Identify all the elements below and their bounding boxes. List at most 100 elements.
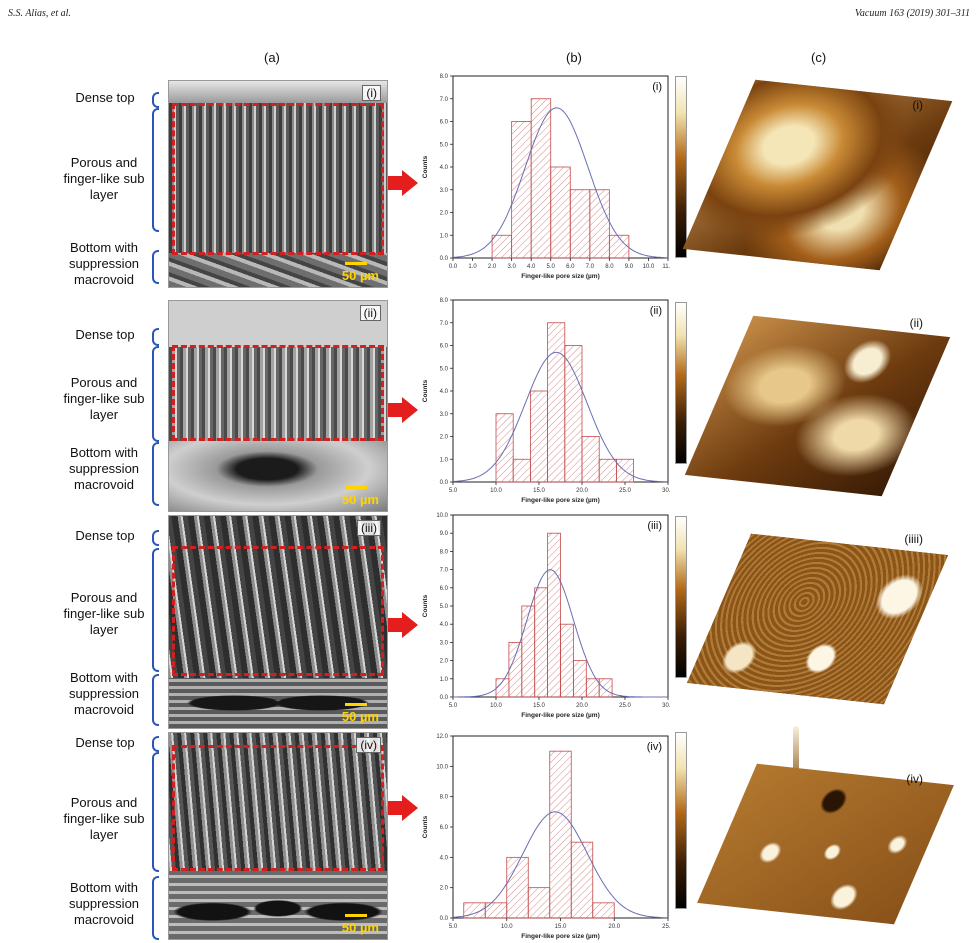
y-tick-label: 3.0 <box>440 640 449 646</box>
gaussian-fit-line <box>452 811 669 919</box>
panel-label: (i) <box>652 81 662 93</box>
histogram-bar <box>506 856 529 919</box>
x-tick-label: 6.0 <box>566 264 575 270</box>
scale-bar-line <box>345 703 367 706</box>
label-dense-top: Dense top <box>75 735 135 750</box>
panel-label: (i) <box>912 98 923 112</box>
histogram-bar <box>549 750 572 919</box>
x-tick-label: 30.0 <box>662 703 670 709</box>
brace <box>152 92 159 108</box>
y-tick-label: 7.0 <box>440 97 449 103</box>
sem-cross-section-image: (i) 50 µm <box>168 80 388 288</box>
red-dashed-box <box>172 546 384 676</box>
histogram-bar <box>550 166 571 259</box>
y-tick-label: 6.0 <box>440 344 449 350</box>
histogram-bar <box>495 413 514 483</box>
y-tick-label: 5.0 <box>440 604 449 610</box>
scale-bar-label: 50 µm <box>341 920 379 935</box>
sem-bottom-region <box>169 253 387 287</box>
panel-label: (ii) <box>359 305 381 321</box>
y-tick-label: 4.0 <box>440 389 449 395</box>
brace <box>152 108 159 232</box>
histogram-bar <box>530 98 552 259</box>
x-tick-label: 20.0 <box>576 488 588 494</box>
x-tick-label: 2.0 <box>488 264 497 270</box>
histogram-bar <box>560 623 574 698</box>
y-tick-label: 10.0 <box>436 513 448 519</box>
y-tick-label: 0.0 <box>440 256 449 262</box>
y-tick-label: 7.0 <box>440 321 449 327</box>
afm-surface-image: (ii) <box>675 296 975 511</box>
histogram-bar <box>598 678 613 698</box>
afm-spike <box>793 726 799 786</box>
y-tick-label: 6.0 <box>440 825 449 831</box>
y-tick-label: 2.0 <box>440 435 449 441</box>
scale-bar-line <box>345 914 367 917</box>
label-bottom-layer: Bottom with suppression macrovoid <box>68 445 140 492</box>
afm-surface <box>684 315 951 497</box>
sem-dense-top-region <box>169 81 387 103</box>
histogram-bar <box>589 189 610 259</box>
x-tick-label: 4.0 <box>527 264 536 270</box>
x-tick-label: 5.0 <box>449 924 458 930</box>
panel-label: (iv) <box>356 737 381 753</box>
y-tick-label: 9.0 <box>440 531 449 537</box>
x-axis-label: Finger-like pore size (µm) <box>521 933 600 940</box>
brace <box>152 674 159 726</box>
sem-cross-section-image: (ii) 50 µm <box>168 300 388 512</box>
x-tick-label: 11.0 <box>662 264 670 270</box>
x-tick-label: 10.0 <box>643 264 655 270</box>
x-tick-label: 5.0 <box>547 264 556 270</box>
histogram-bar <box>508 641 523 698</box>
y-tick-label: 8.0 <box>440 74 449 80</box>
histogram-bar <box>569 189 591 259</box>
x-tick-label: 30.0 <box>662 488 670 494</box>
column-label-a: (a) <box>264 50 280 65</box>
red-dashed-box <box>172 745 384 871</box>
y-tick-label: 4.0 <box>440 855 449 861</box>
brace <box>152 346 159 442</box>
histogram-bar <box>547 322 566 483</box>
brace <box>152 548 159 672</box>
panel-label: (iiii) <box>904 532 923 546</box>
label-porous-layer: Porous and finger-like sub layer <box>63 155 145 202</box>
pore-size-histogram: 5.0 10.0 15.0 20.0 25.0 30.0 0.0 1.0 2.0 3.0 4.0 5.… <box>415 507 670 722</box>
x-tick-label: 15.0 <box>533 703 545 709</box>
afm-color-scale <box>675 732 687 909</box>
running-header-authors: S.S. Alias, et al. <box>8 8 71 19</box>
y-tick-label: 6.0 <box>440 120 449 126</box>
histogram-bar <box>527 887 551 919</box>
sem-bottom-region <box>169 441 387 511</box>
histogram-bar <box>521 605 536 698</box>
scale-bar-line <box>345 486 367 489</box>
x-tick-label: 5.0 <box>449 488 458 494</box>
x-tick-label: 9.0 <box>625 264 634 270</box>
label-porous-layer: Porous and finger-like sub layer <box>63 590 145 637</box>
x-tick-label: 25.0 <box>662 924 670 930</box>
panel-label: (iv) <box>906 772 923 786</box>
label-dense-top: Dense top <box>75 528 135 543</box>
afm-surface-image: (i) <box>675 70 975 285</box>
y-tick-label: 2.0 <box>440 886 449 892</box>
x-tick-label: 20.0 <box>576 703 588 709</box>
x-tick-label: 25.0 <box>619 703 631 709</box>
y-tick-label: 2.0 <box>440 659 449 665</box>
y-tick-label: 4.0 <box>440 165 449 171</box>
afm-color-scale <box>675 516 687 678</box>
x-tick-label: 20.0 <box>608 924 620 930</box>
y-tick-label: 5.0 <box>440 366 449 372</box>
x-tick-label: 10.0 <box>501 924 513 930</box>
histogram-bar <box>511 121 532 259</box>
x-tick-label: 15.0 <box>533 488 545 494</box>
y-tick-label: 0.0 <box>440 695 449 701</box>
x-tick-label: 10.0 <box>490 488 502 494</box>
afm-surface-image: (iv) <box>675 722 975 937</box>
x-axis-label: Finger-like pore size (µm) <box>521 712 600 719</box>
scale-bar-label: 50 µm <box>341 709 379 724</box>
y-tick-label: 0.0 <box>440 916 449 922</box>
y-tick-label: 3.0 <box>440 188 449 194</box>
x-tick-label: 3.0 <box>507 264 516 270</box>
histogram-bar <box>534 587 548 698</box>
y-tick-label: 6.0 <box>440 586 449 592</box>
y-tick-label: 10.0 <box>436 764 448 770</box>
